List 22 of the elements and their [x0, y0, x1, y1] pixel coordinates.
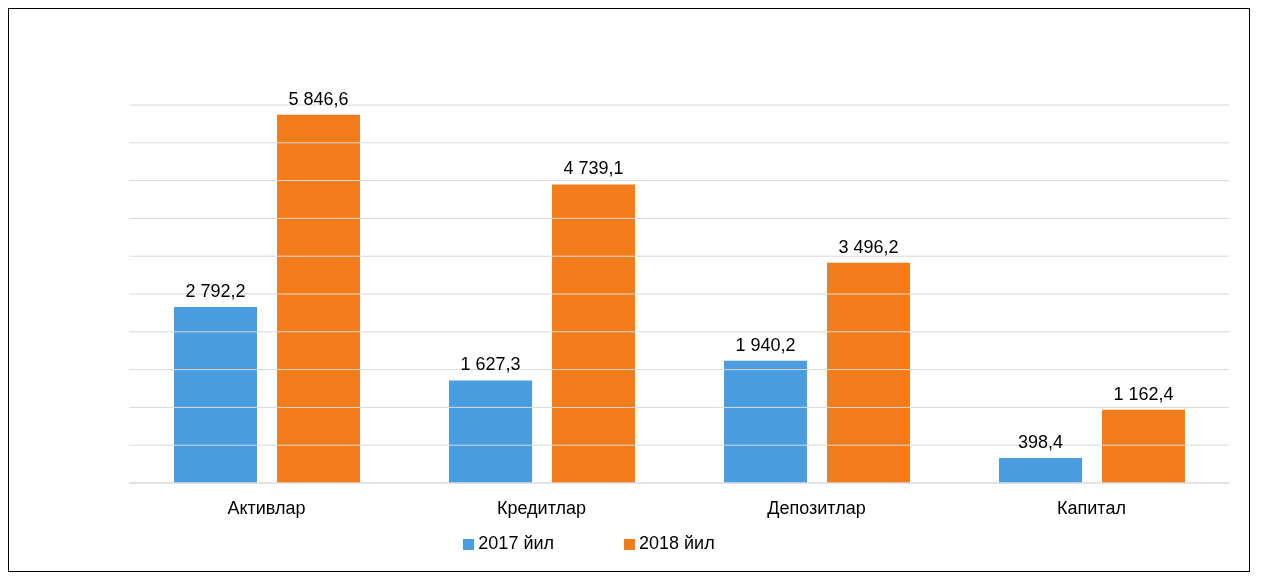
legend-label: 2018 йил — [639, 533, 715, 553]
data-label: 398,4 — [1017, 431, 1064, 452]
bar — [552, 184, 635, 483]
data-label: 2 792,2 — [185, 281, 246, 302]
data-label: 1 162,4 — [1113, 383, 1174, 404]
bar — [827, 262, 910, 483]
data-label: 5 846,6 — [288, 88, 349, 109]
bar — [174, 307, 257, 483]
bar — [449, 380, 532, 483]
legend-label: 2017 йил — [478, 533, 554, 553]
data-label: 3 496,2 — [838, 236, 899, 257]
bar — [277, 114, 360, 483]
x-tick-label: Активлар — [227, 497, 306, 518]
data-label: 1 627,3 — [460, 354, 521, 375]
x-tick-label: Капитал — [1057, 497, 1126, 518]
x-tick-label: Депозитлар — [767, 497, 866, 518]
x-tick-label: Кредитлар — [496, 497, 587, 518]
bar — [724, 360, 807, 483]
data-label: 4 739,1 — [563, 158, 624, 179]
data-label: 1 940,2 — [735, 334, 796, 355]
bar — [999, 457, 1082, 483]
bar — [1102, 409, 1185, 483]
